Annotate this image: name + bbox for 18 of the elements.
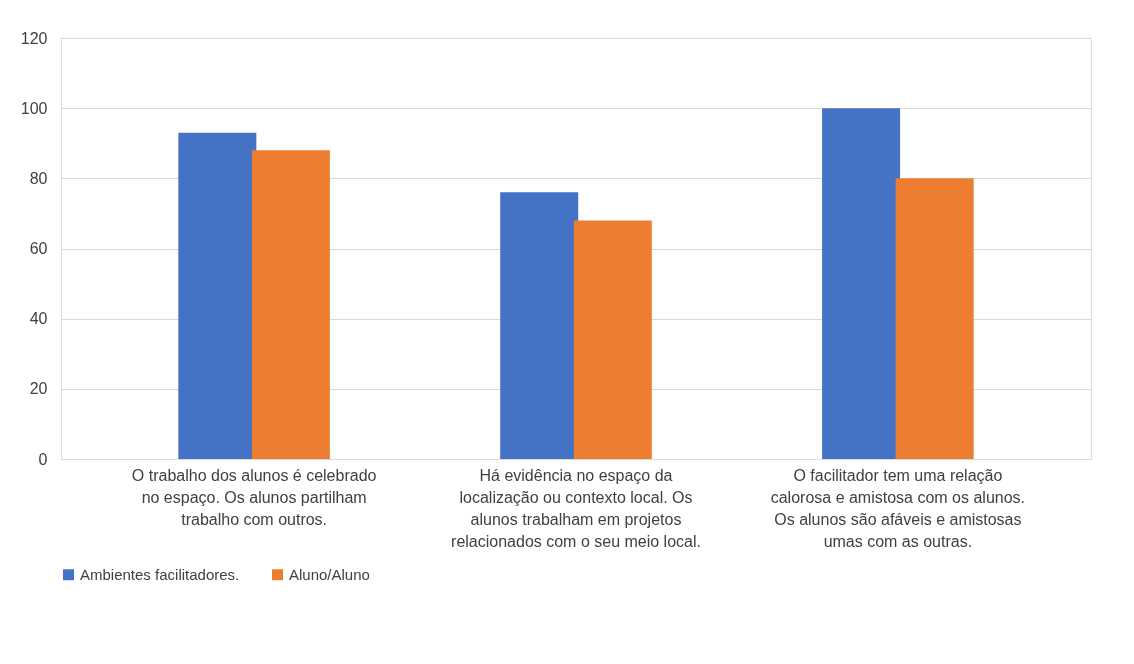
y-tick-label: 100 [20,99,48,117]
x-tick-label: O trabalho dos alunos é celebrado no espaço. Os alunos partilham trabalho com outros. [131,466,377,528]
y-tick-label: 40 [29,310,48,328]
bar [251,150,330,459]
bar [822,108,901,459]
y-tick-label: 20 [29,380,48,398]
x-tick-label: O facilitador tem uma relação calorosa e amistosa com os alunos. Os alunos são afáveis e amistosas umas com as outras. [770,466,1026,550]
bar [500,192,579,459]
y-tick-label: 120 [20,29,48,47]
y-tick-label: 80 [29,169,48,187]
bar [895,178,974,459]
y-tick-label: 60 [29,240,48,257]
x-tick-label: Há evidência no espaço da localização ou contexto local. Os alunos trabalham em projetos relacionados com o seu meio local. [451,466,701,550]
bar [178,132,257,459]
legend-label: Ambientes facilitadores. [80,565,240,583]
y-tick-label: 0 [38,450,48,468]
bar [573,220,652,459]
legend-label: Aluno/Aluno [289,565,370,583]
